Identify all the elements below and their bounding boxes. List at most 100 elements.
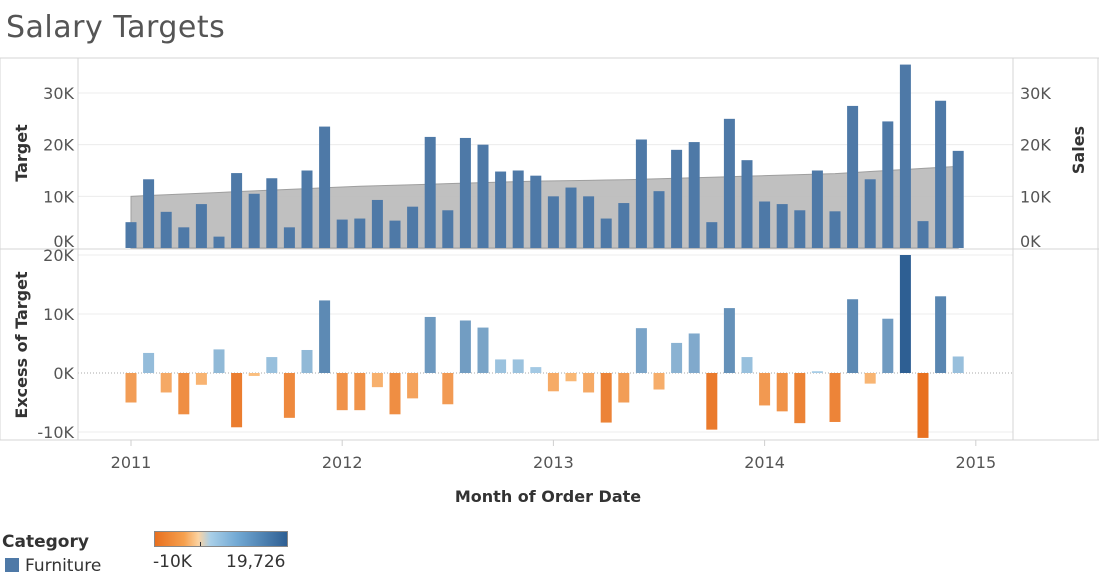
sales-bar[interactable] xyxy=(319,126,331,248)
excess-bar[interactable] xyxy=(195,373,207,385)
excess-bar[interactable] xyxy=(213,349,225,373)
sales-bar[interactable] xyxy=(495,171,507,248)
sales-bar[interactable] xyxy=(565,187,577,248)
excess-bar[interactable] xyxy=(336,373,348,411)
sales-bar[interactable] xyxy=(178,227,190,248)
excess-bar[interactable] xyxy=(512,359,524,373)
sales-bar[interactable] xyxy=(847,105,859,249)
sales-bar[interactable] xyxy=(723,118,735,248)
excess-bar[interactable] xyxy=(125,373,137,403)
legend-item-furniture[interactable]: Furniture xyxy=(5,556,101,576)
excess-bar[interactable] xyxy=(389,373,401,415)
excess-bar[interactable] xyxy=(459,320,471,373)
excess-bar[interactable] xyxy=(882,318,894,373)
excess-bar[interactable] xyxy=(917,373,929,438)
excess-bar[interactable] xyxy=(706,373,718,430)
sales-bar[interactable] xyxy=(442,210,454,248)
sales-bar[interactable] xyxy=(371,199,383,248)
sales-bar[interactable] xyxy=(882,121,894,248)
excess-bar[interactable] xyxy=(829,373,841,422)
sales-bar[interactable] xyxy=(547,196,559,248)
sales-bar[interactable] xyxy=(336,219,348,248)
sales-bar[interactable] xyxy=(952,150,964,248)
excess-bar[interactable] xyxy=(688,333,700,373)
excess-bar[interactable] xyxy=(301,349,313,373)
sales-bar[interactable] xyxy=(195,204,207,248)
sales-bar[interactable] xyxy=(635,139,647,249)
excess-bar[interactable] xyxy=(776,373,788,412)
excess-bar[interactable] xyxy=(424,316,436,373)
excess-bar[interactable] xyxy=(231,373,243,428)
sales-bar[interactable] xyxy=(424,136,436,248)
excess-bar[interactable] xyxy=(319,300,331,373)
sales-bar[interactable] xyxy=(706,222,718,248)
sales-bar[interactable] xyxy=(618,203,630,248)
sales-bar[interactable] xyxy=(811,170,823,249)
excess-bar[interactable] xyxy=(952,356,964,373)
excess-bar[interactable] xyxy=(547,373,559,392)
excess-bar[interactable] xyxy=(671,342,683,373)
excess-bar[interactable] xyxy=(495,359,507,373)
sales-bar[interactable] xyxy=(354,218,366,248)
sales-bar[interactable] xyxy=(266,178,278,248)
sales-bar[interactable] xyxy=(688,142,700,248)
sales-bar[interactable] xyxy=(864,179,876,248)
sales-bar[interactable] xyxy=(248,193,260,248)
sales-bar[interactable] xyxy=(213,236,225,248)
excess-bar[interactable] xyxy=(442,373,454,405)
sales-bar[interactable] xyxy=(653,191,665,248)
excess-bar[interactable] xyxy=(899,255,911,373)
sales-bar[interactable] xyxy=(794,210,806,248)
excess-bar[interactable] xyxy=(407,373,419,399)
excess-bar[interactable] xyxy=(160,373,172,393)
excess-bar[interactable] xyxy=(741,357,753,373)
excess-bar[interactable] xyxy=(565,373,577,382)
excess-bar[interactable] xyxy=(143,352,155,373)
sales-bar[interactable] xyxy=(477,144,489,248)
excess-bar[interactable] xyxy=(283,373,295,418)
sales-bar[interactable] xyxy=(600,218,612,248)
sales-bar[interactable] xyxy=(671,149,683,248)
sales-bar[interactable] xyxy=(160,211,172,248)
sales-bar[interactable] xyxy=(512,170,524,249)
excess-bar[interactable] xyxy=(723,308,735,373)
sales-bar[interactable] xyxy=(741,160,753,248)
excess-bar[interactable] xyxy=(371,373,383,388)
sales-bar[interactable] xyxy=(759,201,771,249)
excess-bar[interactable] xyxy=(600,373,612,423)
excess-bar[interactable] xyxy=(583,373,595,393)
excess-bar[interactable] xyxy=(266,357,278,373)
excess-bar[interactable] xyxy=(530,367,542,373)
sales-bar[interactable] xyxy=(125,222,137,248)
sales-bar[interactable] xyxy=(899,64,911,248)
excess-bar[interactable] xyxy=(248,373,260,376)
excess-bar[interactable] xyxy=(794,373,806,424)
sales-bar[interactable] xyxy=(231,173,243,248)
sales-bars[interactable] xyxy=(125,64,964,249)
sales-bar[interactable] xyxy=(583,196,595,248)
excess-bar[interactable] xyxy=(847,299,859,373)
excess-bar[interactable] xyxy=(759,373,771,406)
sales-bar[interactable] xyxy=(776,204,788,248)
sales-bar[interactable] xyxy=(389,220,401,248)
excess-bar[interactable] xyxy=(935,296,947,373)
sales-bar[interactable] xyxy=(143,179,155,248)
sales-bar[interactable] xyxy=(459,137,471,248)
sales-bar[interactable] xyxy=(935,100,947,248)
excess-bar[interactable] xyxy=(864,373,876,384)
excess-bar[interactable] xyxy=(477,327,489,373)
excess-bar[interactable] xyxy=(635,328,647,373)
excess-bar[interactable] xyxy=(618,373,630,403)
excess-bar[interactable] xyxy=(811,371,823,373)
sales-bar[interactable] xyxy=(917,221,929,248)
excess-bar[interactable] xyxy=(178,373,190,415)
sales-bar[interactable] xyxy=(530,175,542,248)
sales-bar[interactable] xyxy=(829,211,841,248)
color-ramp[interactable] xyxy=(154,531,288,547)
sales-bar[interactable] xyxy=(301,170,313,249)
sales-bar[interactable] xyxy=(407,206,419,248)
sales-bar[interactable] xyxy=(283,227,295,248)
excess-bar[interactable] xyxy=(653,373,665,390)
excess-bar[interactable] xyxy=(354,373,366,411)
excess-bars[interactable] xyxy=(125,255,964,438)
